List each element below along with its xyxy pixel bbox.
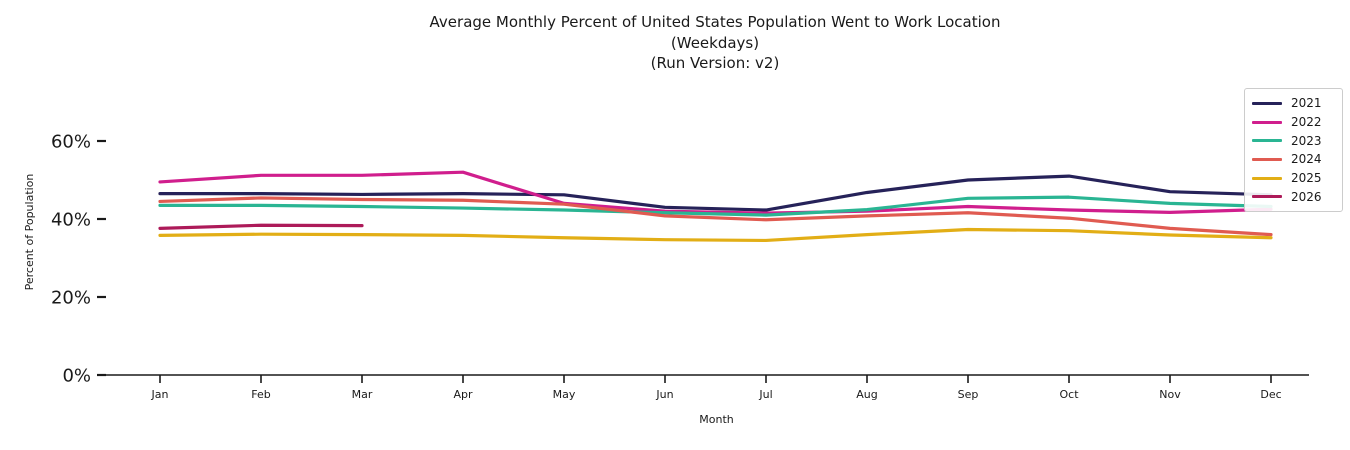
x-tick-label-Sep: Sep [958,388,979,401]
x-tick-label-Nov: Nov [1159,388,1181,401]
x-tick-label-Oct: Oct [1059,388,1079,401]
chart-title-line2: (Weekdays) [670,33,760,52]
y-tick-label-0%: 0% [62,366,91,387]
legend-label-2025: 2025 [1291,171,1322,186]
x-tick-label-Mar: Mar [352,388,373,401]
series-line-2022 [158,170,1273,215]
x-tick-label-Jun: Jun [655,388,673,401]
legend-label-2026: 2026 [1291,189,1322,204]
legend-item-2026: 2026 [1252,187,1335,206]
legend-item-2021: 2021 [1252,94,1335,113]
x-tick-label-Jan: Jan [151,388,169,401]
y-axis-label: Percent of Population [23,174,36,291]
y-tick-label-40%: 40% [51,210,91,231]
x-tick-label-Feb: Feb [251,388,270,401]
y-tick-label-20%: 20% [51,288,91,309]
legend-item-2022: 2022 [1252,113,1335,132]
chart-title-line3: (Run Version: v2) [650,54,780,72]
legend: 2021 2022 2023 2024 2025 2026 [1244,88,1343,212]
series-line-2026 [158,223,364,230]
chart-title-line1: Average Monthly Percent of United States… [429,13,1001,31]
x-tick-label-Dec: Dec [1260,388,1281,401]
x-axis-label: Month [699,413,734,426]
legend-line-icon-2023 [1252,139,1282,143]
x-tick-label-May: May [553,388,576,401]
legend-line-icon-2022 [1252,120,1282,124]
legend-item-2024: 2024 [1252,150,1335,169]
legend-line-icon-2021 [1252,101,1282,105]
legend-line-icon-2024 [1252,157,1282,161]
series-line-2024 [158,196,1273,237]
x-tick-label-Apr: Apr [453,388,473,401]
series-line-2025 [158,227,1273,243]
chart-title: Average Monthly Percent of United States… [80,12,1350,74]
x-tick-label-Aug: Aug [856,388,877,401]
legend-line-icon-2025 [1252,176,1282,180]
legend-item-2025: 2025 [1252,169,1335,188]
series-line-2023 [158,195,1273,217]
legend-line-icon-2026 [1252,195,1282,199]
series-line-2021 [158,174,1273,212]
legend-item-2023: 2023 [1252,131,1335,150]
legend-label-2023: 2023 [1291,133,1322,148]
legend-label-2022: 2022 [1291,115,1322,129]
legend-label-2024: 2024 [1291,152,1322,167]
x-tick-label-Jul: Jul [758,388,772,401]
y-tick-label-60%: 60% [51,132,91,153]
legend-label-2021: 2021 [1291,96,1322,111]
